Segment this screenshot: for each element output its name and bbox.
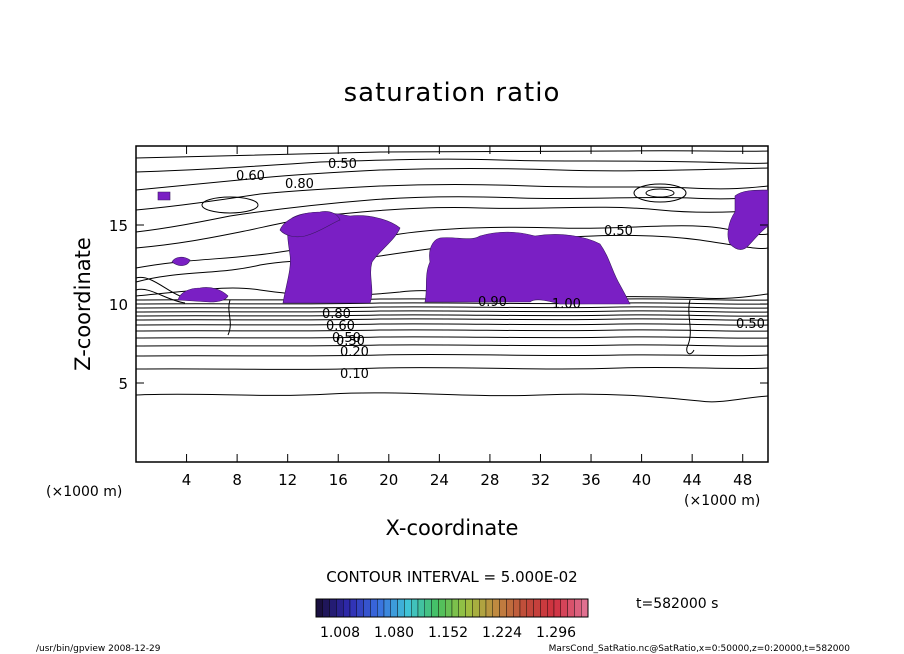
- colorbar-cell: [336, 598, 344, 618]
- contour-label: 0.50: [604, 224, 633, 239]
- footer-right: MarsCond_SatRatio.nc@SatRatio,x=0:50000,…: [549, 644, 851, 654]
- chart-title: saturation ratio: [344, 78, 561, 108]
- x-axis-unit: (×1000 m): [684, 493, 760, 509]
- contour-label: 0.50: [332, 331, 361, 346]
- colorbar-cell: [485, 598, 494, 618]
- colorbar-cell: [567, 598, 575, 618]
- colorbar-cell: [343, 598, 351, 618]
- colorbar-cell: [390, 598, 398, 618]
- colorbar-cell: [404, 598, 412, 618]
- colorbar-tick-label: 1.080: [374, 625, 414, 641]
- shaded-region-center-left: [282, 212, 401, 304]
- colorbar-cell: [540, 598, 548, 618]
- colorbar-cell: [322, 598, 330, 618]
- x-tick-label: 8: [232, 471, 242, 489]
- colorbar-cell: [519, 598, 528, 618]
- x-tick-label: 12: [278, 471, 297, 489]
- colorbar-cell: [315, 598, 324, 618]
- colorbar-cell: [431, 598, 439, 618]
- colorbar-cell: [553, 598, 562, 618]
- colorbar-cell: [417, 598, 426, 618]
- colorbar-cell: [574, 598, 582, 618]
- x-tick-label: 48: [733, 471, 752, 489]
- colorbar-cell: [581, 598, 589, 618]
- shaded-region-far-right: [727, 189, 769, 250]
- shaded-region-center-right: [424, 231, 631, 305]
- colorbar-frame: [315, 598, 589, 618]
- colorbar-tick-label: 1.152: [428, 625, 468, 641]
- x-tick-label: 44: [683, 471, 702, 489]
- contour-label: 0.80: [285, 177, 314, 192]
- colorbar-cell: [451, 598, 460, 618]
- contour-label: 0.50: [328, 157, 357, 172]
- colorbar-cell: [547, 598, 555, 618]
- colorbar-cell: [363, 598, 371, 618]
- colorbar-cell: [397, 598, 405, 618]
- colorbar-cell: [377, 598, 385, 618]
- x-tick-label: 36: [581, 471, 600, 489]
- x-tick-label: 28: [480, 471, 499, 489]
- contour-interval-text: CONTOUR INTERVAL = 5.000E-02: [326, 568, 577, 586]
- colorbar-tick-label: 1.296: [536, 625, 576, 641]
- contour-label: 0.50: [736, 317, 765, 332]
- shaded-region-top-left: [279, 211, 341, 238]
- shaded-region-topleft-tiny: [157, 191, 171, 201]
- x-tick-label: 32: [531, 471, 550, 489]
- y-tick-label: 15: [109, 217, 128, 235]
- y-axis-unit: (×1000 m): [46, 484, 122, 500]
- contour-label: 1.00: [552, 297, 581, 312]
- contour-label: 0.60: [326, 319, 355, 334]
- colorbar-cell: [526, 598, 534, 618]
- colorbar: [315, 598, 589, 618]
- y-tick-label: 10: [109, 296, 128, 314]
- x-axis-label: X-coordinate: [386, 516, 519, 540]
- time-label: t=582000 s: [636, 596, 718, 612]
- colorbar-cell: [560, 598, 568, 618]
- y-axis-ticks: 5 10 15: [109, 217, 768, 393]
- colorbar-cell: [506, 598, 514, 618]
- x-axis-ticks: 4 8 12 16 20 24 28 32 36 40 44 48: [182, 146, 752, 489]
- contour-label: 0.60: [236, 169, 265, 184]
- contour-label: 0.80: [322, 307, 351, 322]
- y-tick-label: 5: [118, 375, 128, 393]
- colorbar-cell: [438, 598, 446, 618]
- shaded-regions: [157, 189, 769, 305]
- y-axis-label: Z-coordinate: [71, 237, 95, 371]
- contour-label: 0.10: [340, 367, 369, 382]
- footer-left: /usr/bin/gpview 2008-12-29: [36, 644, 161, 654]
- colorbar-cell: [479, 598, 487, 618]
- x-tick-label: 24: [430, 471, 449, 489]
- contour-label: 0.30: [336, 334, 365, 349]
- colorbar-cell: [472, 598, 480, 618]
- colorbar-cell: [424, 598, 432, 618]
- colorbar-cell: [370, 598, 378, 618]
- x-tick-label: 4: [182, 471, 192, 489]
- colorbar-cell: [445, 598, 453, 618]
- colorbar-tick-labels: 1.008 1.080 1.152 1.224 1.296: [320, 625, 576, 641]
- colorbar-cell: [349, 598, 358, 618]
- x-tick-label: 20: [379, 471, 398, 489]
- contour-lines: [135, 150, 769, 403]
- colorbar-cell: [465, 598, 473, 618]
- contour-label: 0.90: [478, 295, 507, 310]
- colorbar-cell: [329, 598, 337, 618]
- colorbar-tick-label: 1.224: [482, 625, 522, 641]
- x-tick-label: 16: [329, 471, 348, 489]
- colorbar-cell: [383, 598, 392, 618]
- contour-labels: 0.50 0.60 0.80 0.90 1.00 0.80 0.60 0.50 …: [236, 157, 765, 382]
- colorbar-tick-label: 1.008: [320, 625, 360, 641]
- colorbar-cell: [356, 598, 364, 618]
- shaded-region-left: [177, 287, 229, 303]
- colorbar-cell: [513, 598, 521, 618]
- x-tick-label: 40: [632, 471, 651, 489]
- colorbar-cell: [499, 598, 507, 618]
- colorbar-cell: [458, 598, 466, 618]
- colorbar-cell: [411, 598, 419, 618]
- contour-label: 0.20: [340, 345, 369, 360]
- colorbar-cell: [492, 598, 500, 618]
- shaded-region-left-small: [171, 256, 191, 266]
- colorbar-cell: [533, 598, 541, 618]
